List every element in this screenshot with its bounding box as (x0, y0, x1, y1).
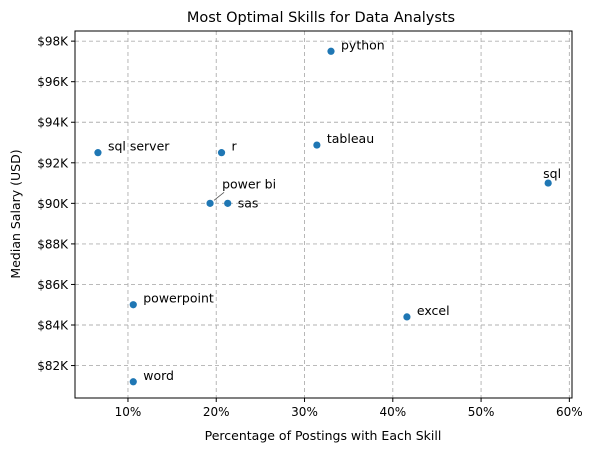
y-tick-label: $96K (37, 75, 69, 89)
x-tick-label: 20% (203, 405, 230, 419)
x-axis-ticks: 10% 20% 30% 40% 50% 60% (115, 398, 583, 419)
plot-frame (74, 30, 573, 399)
point-label-sql-server: sql server (108, 139, 170, 154)
point-label-python: python (341, 37, 385, 52)
x-axis-label: Percentage of Postings with Each Skill (205, 428, 442, 443)
y-tick-label: $92K (37, 156, 69, 170)
point-label-power-bi: power bi (222, 176, 276, 191)
scatter-point-sql (544, 179, 552, 187)
y-tick-label: $84K (37, 319, 69, 333)
y-tick-label: $94K (37, 116, 69, 130)
y-axis-label: Median Salary (USD) (8, 149, 23, 278)
point-label-r: r (232, 139, 238, 154)
y-axis-ticks: $82K $84K $86K $88K $90K $92K $94K $96K $98K (37, 35, 75, 373)
scatter-point-python (327, 47, 335, 55)
x-tick-label: 50% (468, 405, 495, 419)
scatter-point-powerpoint (129, 301, 137, 309)
scatter-point-r (217, 149, 226, 157)
point-label-powerpoint: powerpoint (143, 291, 214, 306)
scatter-point-word (129, 378, 137, 386)
y-tick-label: $82K (37, 359, 69, 373)
x-tick-label: 10% (115, 405, 142, 419)
label-leader-line (213, 192, 225, 201)
scatter-point-tableau (313, 141, 321, 149)
scatter-point-sas (224, 199, 232, 207)
y-tick-label: $88K (37, 237, 69, 251)
point-label-sql: sql (543, 166, 561, 181)
scatter-point-excel (403, 313, 411, 321)
data-points (94, 47, 552, 386)
x-tick-label: 30% (291, 405, 318, 419)
y-tick-label: $98K (37, 35, 69, 49)
chart-title: Most Optimal Skills for Data Analysts (187, 10, 455, 26)
point-label-sas: sas (238, 195, 259, 210)
y-tick-label: $90K (37, 197, 69, 211)
point-label-excel: excel (417, 303, 450, 318)
x-tick-label: 40% (379, 405, 406, 419)
y-tick-label: $86K (37, 278, 69, 292)
scatter-point-power-bi (206, 199, 214, 207)
point-labels: python tableau r sql server sql power bi sas po… (108, 37, 561, 383)
point-label-tableau: tableau (327, 131, 374, 146)
scatter-point-sql-server (94, 149, 102, 157)
x-tick-label: 60% (556, 405, 583, 419)
point-label-word: word (143, 368, 174, 383)
grid-lines (75, 31, 572, 398)
